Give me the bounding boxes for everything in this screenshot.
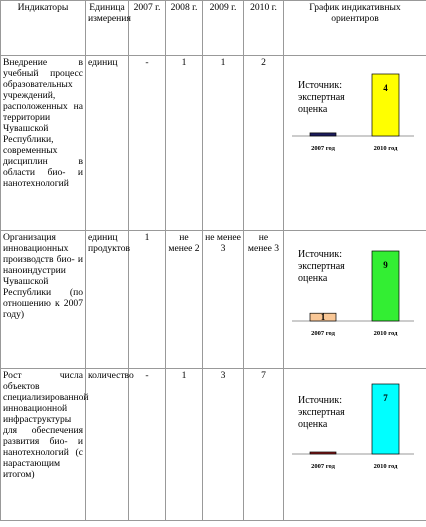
value-cell: 1 [202, 55, 244, 231]
bar [371, 73, 400, 137]
bar-value-label: 4 [383, 83, 388, 93]
header-cell: 2007 г. [128, 0, 166, 56]
value-cell: не менее 2 [165, 230, 203, 369]
value-cell: - [128, 368, 166, 521]
value-cell: - [128, 55, 166, 231]
category-label: 2010 год [374, 330, 398, 337]
table-row: Внедрение в учебный процесс образователь… [0, 55, 426, 231]
table-row: Рост числа объектов специализированной и… [0, 368, 426, 521]
header-cell: 2008 г. [165, 0, 203, 56]
value-cell: единиц [85, 55, 129, 231]
category-label: 2010 год [374, 145, 398, 152]
chart-cell: Источник: экспертная оценка 1 2007 год 9 201… [283, 230, 426, 369]
value-cell: единиц продуктов [85, 230, 130, 369]
bar [371, 383, 400, 455]
bar [309, 312, 337, 322]
bar [309, 132, 337, 137]
bar [309, 451, 337, 455]
mini-chart: 1 2007 год 9 2010 год [292, 250, 414, 337]
value-cell: 3 [202, 368, 244, 521]
header-cell: Индикаторы [0, 0, 86, 56]
bar-value-label: 9 [383, 260, 388, 270]
indicator-cell: Внедрение в учебный процесс образователь… [0, 55, 86, 231]
chart-annotation: Источник: экспертная оценка [298, 395, 345, 430]
value-cell: не менее 3 [243, 230, 284, 369]
mini-chart: 2007 год 7 2010 год [292, 383, 414, 470]
header-cell: 2009 г. [202, 0, 244, 56]
bar-value-label: 7 [383, 393, 388, 403]
indicator-cell: Организация инновационных производств би… [0, 230, 86, 369]
value-cell: 2 [243, 55, 284, 231]
value-cell: 1 [128, 230, 166, 369]
chart-cell: Источник: экспертная оценка 2007 год 4 2010… [283, 55, 426, 231]
value-cell: 7 [243, 368, 284, 521]
value-cell: 1 [165, 55, 203, 231]
header-cell: 2010 г. [243, 0, 284, 56]
chart-annotation: Источник: экспертная оценка [298, 249, 345, 284]
bar-value-label: 1 [321, 312, 326, 322]
table-row: Организация инновационных производств би… [0, 230, 426, 369]
mini-chart: 2007 год 4 2010 год [292, 73, 414, 152]
header-cell: Единица измерения [85, 0, 131, 56]
category-label: 2010 год [374, 463, 398, 470]
category-label: 2007 год [311, 463, 335, 470]
value-cell: количество [85, 368, 134, 521]
value-cell: не менее 3 [202, 230, 244, 369]
category-label: 2007 год [311, 330, 335, 337]
header-cell: График индикативных ориентиров [283, 0, 426, 56]
chart-cell: Источник: экспертная оценка 2007 год 7 2010… [283, 368, 426, 521]
category-label: 2007 год [311, 145, 335, 152]
header-row: Индикаторы Единица измерения 2007 г. 200… [0, 0, 426, 56]
indicator-cell: Рост числа объектов специализированной и… [0, 368, 89, 521]
bar [371, 250, 400, 322]
chart-annotation: Источник: экспертная оценка [298, 80, 345, 115]
value-cell: 1 [165, 368, 203, 521]
